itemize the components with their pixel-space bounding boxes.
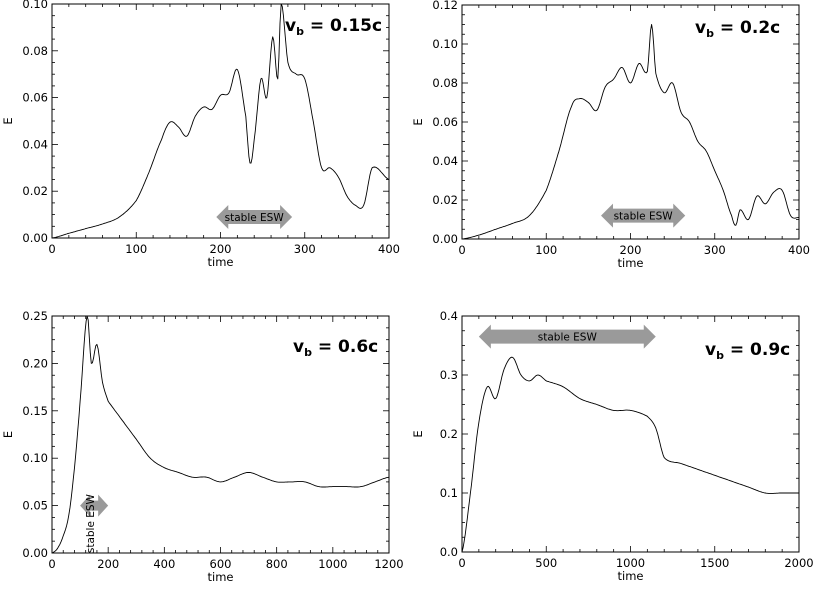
y-tick-label: 0.3: [440, 368, 458, 382]
plot-frame: [51, 3, 390, 239]
y-tick-label: 0.00: [22, 231, 48, 245]
x-tick-label: 0: [458, 556, 465, 570]
x-tick-label: 200: [97, 557, 119, 571]
y-tick-label: 0.04: [22, 137, 48, 151]
y-tick-label: 0.04: [432, 154, 458, 168]
velocity-label: vb = 0.9c: [705, 340, 790, 362]
x-tick-label: 100: [125, 242, 147, 256]
x-tick-label: 1000: [616, 556, 645, 570]
y-tick-label: 0.20: [22, 356, 48, 370]
y-tick-label: 0.06: [22, 91, 48, 105]
x-tick-label: 400: [378, 242, 400, 256]
series-line: [462, 24, 799, 239]
x-tick-label: 0: [48, 557, 55, 571]
chart-panel-2: 0 100 200 300 400 0.00 0.02 0.04 0.06 0.08 0.10 0.1…: [411, 0, 810, 270]
double-arrow-shape: [601, 203, 686, 228]
y-tick-label: 0.08: [432, 76, 458, 90]
x-axis-label: time: [618, 256, 644, 270]
y-tick-label: 0.00: [432, 232, 458, 246]
velocity-label: vb = 0.2c: [695, 18, 780, 40]
velocity-label: vb = 0.15c: [285, 16, 382, 38]
chart-panel-4: 0 500 1000 1500 2000 0.0 0.1 0.2 0.3 0.4 time Estab…: [411, 309, 814, 583]
x-tick-label: 300: [294, 242, 316, 256]
y-axis-label: E: [411, 430, 425, 437]
x-tick-label: 800: [266, 557, 288, 571]
y-tick-label: 0.4: [440, 309, 458, 323]
x-tick-label: 300: [704, 243, 726, 257]
chart-panel-3: 0 200 400 600 800 1000 1200 0.00 0.05 0.10 0.15 0.2…: [1, 309, 404, 584]
y-tick-label: 0.08: [22, 44, 48, 58]
annotation-label: stable ESW: [614, 211, 674, 223]
y-tick-label: 0.25: [22, 309, 48, 323]
x-tick-label: 600: [210, 557, 232, 571]
x-tick-label: 2000: [784, 556, 813, 570]
x-axis-label: time: [208, 255, 234, 269]
y-tick-label: 0.0: [440, 545, 458, 559]
y-tick-label: 0.06: [432, 115, 458, 129]
y-tick-label: 0.00: [22, 546, 48, 560]
x-tick-label: 500: [535, 556, 557, 570]
velocity-label: vb = 0.6c: [293, 337, 378, 359]
y-axis-label: E: [411, 118, 425, 125]
x-axis-label: time: [618, 569, 644, 583]
annotation-label: stable ESW: [85, 493, 97, 553]
y-tick-label: 0.15: [22, 404, 48, 418]
y-tick-label: 0.10: [22, 451, 48, 465]
double-arrow-shape: [216, 204, 293, 229]
x-tick-label: 200: [620, 243, 642, 257]
y-axis-label: E: [1, 431, 15, 438]
y-tick-label: 0.05: [22, 499, 48, 513]
x-tick-label: 200: [210, 242, 232, 256]
stable-esw-annotation: stable ESW: [601, 203, 686, 228]
annotation-label: stable ESW: [225, 212, 285, 224]
y-tick-label: 0.12: [432, 0, 458, 12]
y-tick-label: 0.02: [22, 184, 48, 198]
y-tick-label: 0.1: [440, 486, 458, 500]
series-line: [462, 356, 799, 552]
y-axis-label: E: [1, 117, 15, 124]
y-tick-label: 0.10: [432, 37, 458, 51]
stable-esw-annotation: stable ESW: [478, 324, 656, 349]
x-tick-label: 100: [535, 243, 557, 257]
x-tick-label: 1000: [318, 557, 347, 571]
chart-panel-1: 0 100 200 300 400 0.00 0.02 0.04 0.06 0.08 0.10 tim…: [1, 0, 400, 269]
stable-esw-annotation: stable ESW: [216, 204, 293, 229]
plot-frame: [461, 4, 800, 240]
y-tick-label: 0.10: [22, 0, 48, 11]
double-arrow-shape: [478, 324, 656, 349]
annotation-label: stable ESW: [538, 332, 598, 344]
x-tick-label: 0: [48, 242, 55, 256]
x-tick-label: 400: [153, 557, 175, 571]
series-line: [52, 4, 389, 238]
double-arrow-shape: [80, 494, 109, 517]
stable-esw-annotation: stable ESW: [80, 493, 109, 553]
x-tick-label: 1200: [374, 557, 403, 571]
y-tick-label: 0.2: [440, 427, 458, 441]
y-tick-label: 0.02: [432, 193, 458, 207]
x-tick-label: 0: [458, 243, 465, 257]
x-tick-label: 1500: [700, 556, 729, 570]
series-line: [52, 316, 389, 553]
x-axis-label: time: [208, 570, 234, 584]
x-tick-label: 400: [788, 243, 810, 257]
